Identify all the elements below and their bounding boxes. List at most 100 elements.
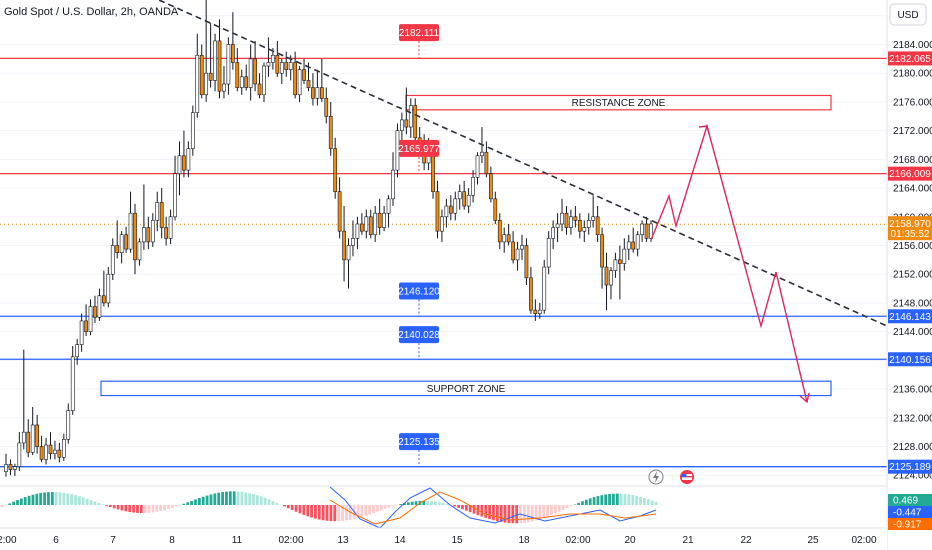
candle-body-116 [520, 245, 524, 250]
level-axis-tag-2 [888, 309, 932, 324]
x-tick-label-10: 02:00 [565, 535, 590, 546]
candle-body-74 [333, 148, 338, 192]
candle-body-114 [511, 241, 515, 261]
osc-bar-24 [93, 501, 97, 505]
time-axis[interactable]: 02:00 6 7 8 11 02:00 13 14 15 18 02:00 20 21 22 25 02:0… [0, 527, 887, 550]
candle-body-142 [635, 234, 640, 250]
candle-body-16 [75, 344, 80, 358]
y-tick-label-12: 2172.000 [893, 126, 932, 137]
osc-axis-tag-2 [888, 518, 932, 530]
candle-body-97 [435, 191, 440, 232]
candle-body-90 [404, 119, 409, 128]
osc-bar-11 [43, 492, 46, 505]
candle-body-134 [600, 234, 604, 268]
osc-bar-104 [403, 503, 406, 505]
osc-bar-73 [283, 505, 286, 507]
callout-label-3: 2140.028 [398, 330, 440, 341]
y-tick-label-11: 2168.000 [893, 155, 932, 166]
osc-bar-160 [619, 493, 623, 505]
candle-body-22 [102, 295, 106, 304]
osc-bar-80 [310, 505, 313, 518]
candle-body-71 [319, 87, 324, 99]
osc-bar-25 [97, 502, 101, 505]
osc-bar-39 [151, 505, 155, 513]
osc-bar-125 [484, 505, 488, 518]
osc-bar-74 [286, 505, 290, 509]
price-axis[interactable]: 2124.0002128.0002132.0002136.0002140.000… [886, 0, 932, 550]
osc-axis-tag-1 [888, 506, 932, 518]
osc-bar-3 [12, 501, 16, 505]
candle-body-133 [595, 216, 600, 236]
osc-bar-17 [66, 493, 70, 505]
osc-bar-61 [236, 491, 240, 505]
osc-bar-47 [182, 503, 186, 505]
candle-body-31 [142, 227, 146, 243]
level-axis-label-0: 2182.065 [889, 54, 931, 65]
osc-bar-4 [16, 500, 19, 505]
currency-button[interactable]: USD [889, 3, 927, 26]
candle-body-41 [186, 148, 191, 171]
candle-body-111 [497, 220, 502, 243]
candle-body-23 [106, 273, 111, 304]
time-axis-bg [0, 528, 887, 550]
x-tick-label-4: 11 [232, 535, 243, 546]
osc-bar-48 [186, 502, 190, 505]
candle-body-17 [79, 320, 84, 345]
candle-body-53 [239, 76, 244, 88]
candle-body-143 [640, 223, 644, 236]
osc-bar-2 [8, 503, 12, 505]
candle-body-138 [618, 259, 622, 264]
osc-bar-45 [174, 505, 178, 507]
candle-body-127 [569, 216, 573, 228]
candle-body-38 [173, 173, 177, 218]
osc-axis-label-0: 0.469 [893, 496, 918, 507]
candle-body-30 [137, 241, 142, 261]
callout-box-3 [399, 326, 439, 344]
candle-body-79 [355, 223, 360, 239]
level-axis-tag-1 [888, 166, 932, 181]
candle-body-18 [84, 320, 88, 332]
candle-body-121 [542, 266, 547, 311]
osc-bar-147 [569, 505, 573, 507]
osc-bar-86 [333, 505, 337, 522]
osc-bar-167 [646, 499, 650, 505]
osc-bar-62 [240, 491, 244, 505]
candle-body-139 [622, 248, 627, 264]
candle-body-37 [168, 216, 173, 239]
osc-bar-31 [120, 505, 124, 511]
osc-bar-57 [221, 492, 224, 505]
flash-icon[interactable] [648, 469, 664, 485]
osc-bar-76 [294, 505, 298, 512]
candle-body-140 [626, 241, 631, 250]
candle-body-43 [195, 54, 200, 114]
candle-body-84 [377, 212, 382, 228]
osc-bar-81 [314, 505, 317, 519]
osc-bar-33 [128, 505, 132, 512]
candle-body-83 [373, 212, 378, 236]
candle-body-91 [408, 105, 413, 128]
osc-bar-22 [85, 498, 89, 505]
candle-body-0 [4, 464, 8, 472]
osc-signal-line [329, 491, 657, 525]
osc-bar-150 [581, 501, 584, 505]
osc-axis-label-1: -0.447 [893, 508, 922, 519]
callout-label-1: 2165.977 [398, 144, 440, 155]
osc-bar-50 [194, 499, 197, 505]
y-tick-label-0: 2124.000 [893, 471, 932, 482]
candle-body-40 [182, 155, 186, 171]
osc-bar-146 [565, 505, 569, 509]
osc-bar-95 [368, 505, 372, 515]
osc-bar-159 [615, 493, 619, 505]
osc-bar-163 [631, 495, 635, 505]
osc-bar-154 [596, 496, 600, 505]
osc-bar-162 [627, 494, 631, 505]
zone-box-1 [100, 380, 832, 397]
osc-bar-67 [259, 496, 263, 505]
osc-bar-19 [74, 495, 77, 505]
trendline-dashed [156, 0, 888, 327]
candle-body-106 [475, 155, 480, 178]
candle-body-120 [537, 309, 542, 315]
flag-icon[interactable] [680, 470, 694, 484]
candle-body-6 [30, 424, 35, 453]
